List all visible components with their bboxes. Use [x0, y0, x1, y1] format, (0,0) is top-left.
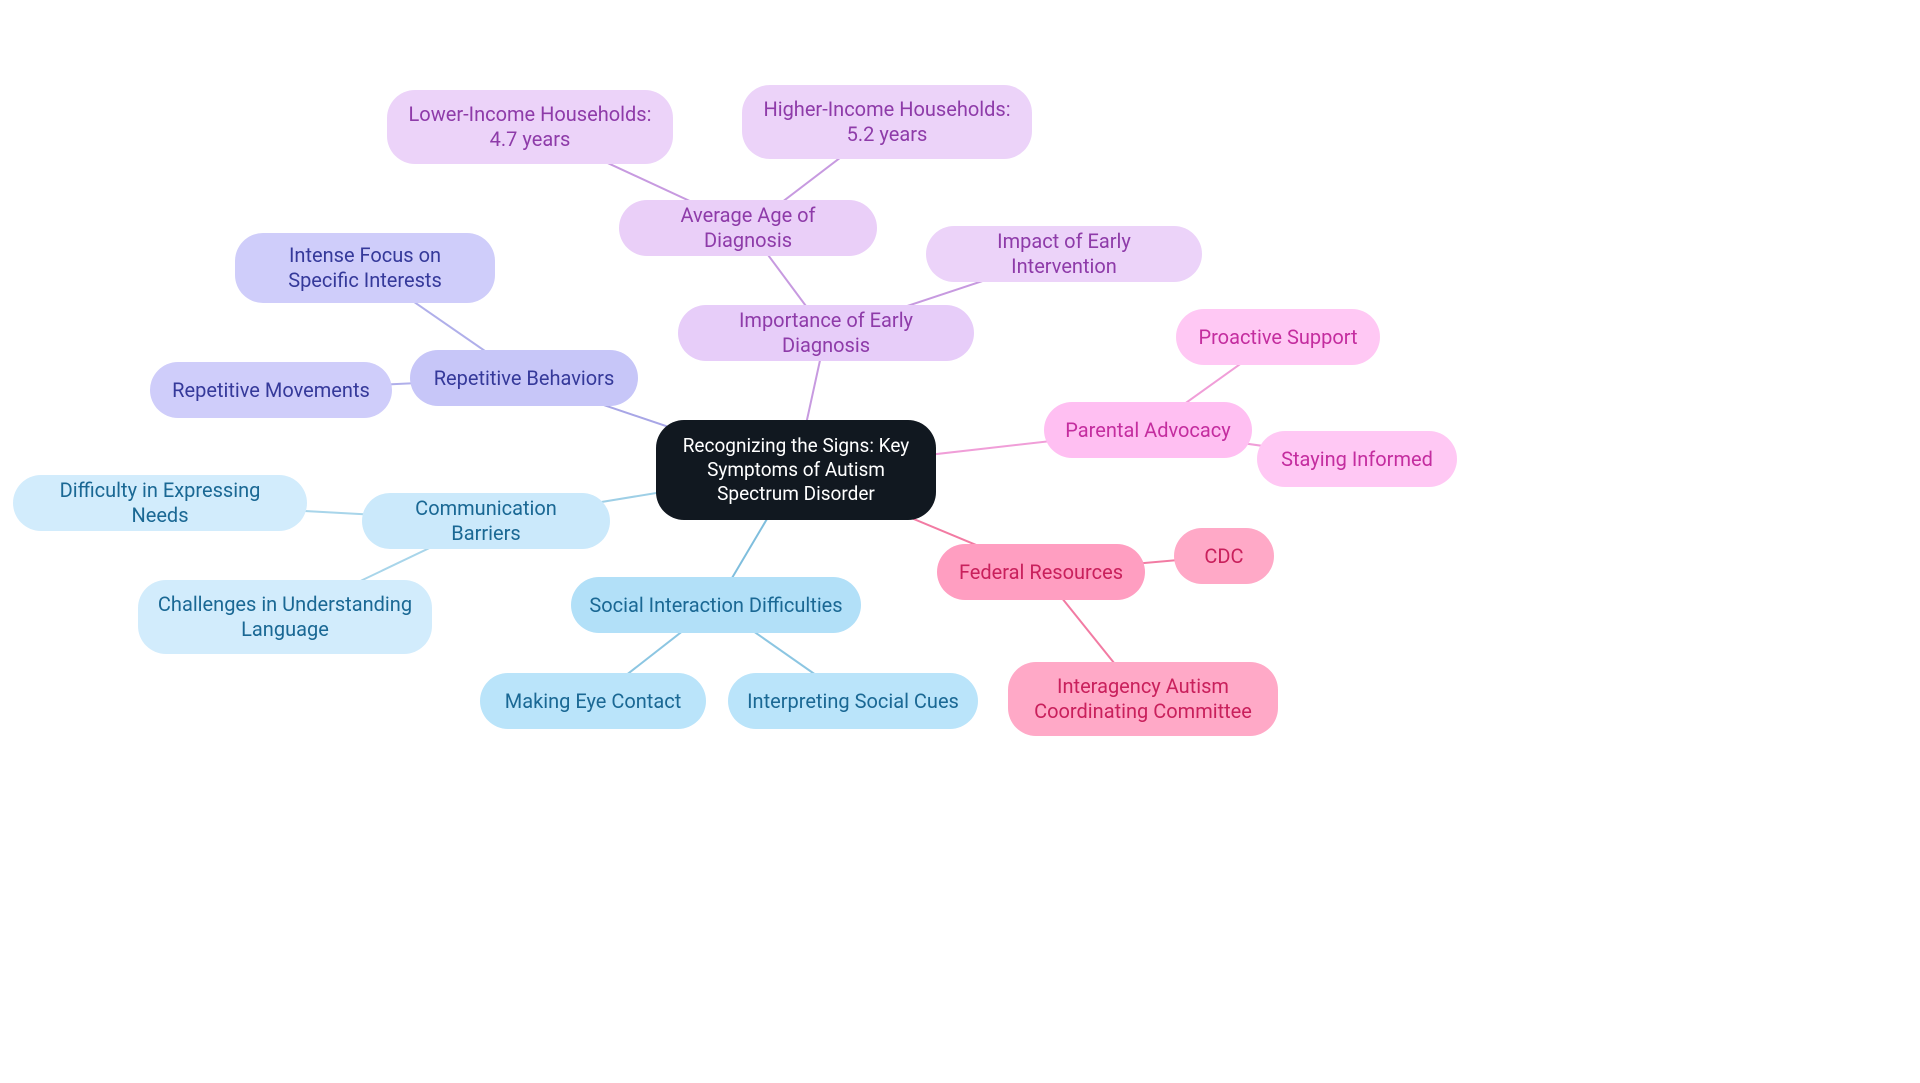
node-label-cues: Interpreting Social Cues [747, 689, 959, 714]
node-staying: Staying Informed [1257, 431, 1457, 487]
node-proactive: Proactive Support [1176, 309, 1380, 365]
node-label-proactive: Proactive Support [1198, 325, 1357, 350]
node-label-cdc: CDC [1204, 544, 1243, 569]
node-eye: Making Eye Contact [480, 673, 706, 729]
node-label-social: Social Interaction Difficulties [589, 593, 842, 618]
node-label-intense: Intense Focus on Specific Interests [253, 243, 477, 293]
node-center: Recognizing the Signs: Key Symptoms of A… [656, 420, 936, 520]
node-federal: Federal Resources [937, 544, 1145, 600]
node-cdc: CDC [1174, 528, 1274, 584]
node-label-early: Importance of Early Diagnosis [696, 308, 956, 358]
node-parental: Parental Advocacy [1044, 402, 1252, 458]
node-label-parental: Parental Advocacy [1065, 418, 1230, 443]
node-repetitive: Repetitive Behaviors [410, 350, 638, 406]
node-label-repetitive: Repetitive Behaviors [434, 366, 615, 391]
node-impact: Impact of Early Intervention [926, 226, 1202, 282]
node-early: Importance of Early Diagnosis [678, 305, 974, 361]
node-repmov: Repetitive Movements [150, 362, 392, 418]
node-iacc: Interagency Autism Coordinating Committe… [1008, 662, 1278, 736]
node-understand: Challenges in Understanding Language [138, 580, 432, 654]
node-lower: Lower-Income Households: 4.7 years [387, 90, 673, 164]
node-label-avgage: Average Age of Diagnosis [637, 203, 859, 253]
node-label-federal: Federal Resources [959, 560, 1123, 585]
node-comm: Communication Barriers [362, 493, 610, 549]
node-label-eye: Making Eye Contact [505, 689, 682, 714]
node-intense: Intense Focus on Specific Interests [235, 233, 495, 303]
node-label-staying: Staying Informed [1281, 447, 1433, 472]
node-label-lower: Lower-Income Households: 4.7 years [405, 102, 655, 152]
node-higher: Higher-Income Households: 5.2 years [742, 85, 1032, 159]
mindmap-canvas: Recognizing the Signs: Key Symptoms of A… [0, 0, 1920, 1083]
node-label-comm: Communication Barriers [380, 496, 592, 546]
node-social: Social Interaction Difficulties [571, 577, 861, 633]
node-label-repmov: Repetitive Movements [172, 378, 370, 403]
node-label-express: Difficulty in Expressing Needs [31, 478, 289, 528]
node-label-higher: Higher-Income Households: 5.2 years [760, 97, 1014, 147]
node-cues: Interpreting Social Cues [728, 673, 978, 729]
node-avgage: Average Age of Diagnosis [619, 200, 877, 256]
node-label-impact: Impact of Early Intervention [944, 229, 1184, 279]
edge-layer [0, 0, 1920, 1083]
node-label-understand: Challenges in Understanding Language [156, 592, 414, 642]
node-label-center: Recognizing the Signs: Key Symptoms of A… [674, 434, 918, 505]
node-label-iacc: Interagency Autism Coordinating Committe… [1026, 674, 1260, 724]
node-express: Difficulty in Expressing Needs [13, 475, 307, 531]
